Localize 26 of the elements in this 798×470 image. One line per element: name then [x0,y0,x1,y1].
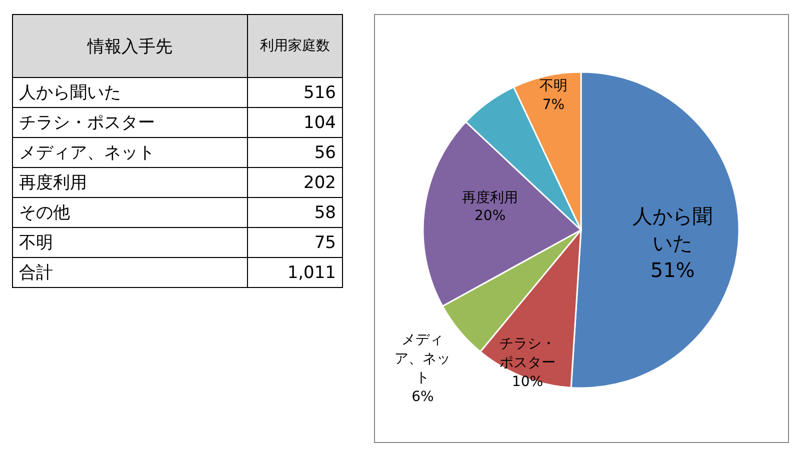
data-label: 58 [248,198,342,228]
category-label: その他 [12,198,248,228]
slice-label: 不明 [538,76,568,96]
slice-label: チラシ・ポスター [498,335,556,373]
category-label: チラシ・ポスター [12,108,248,138]
data-label: 20% [474,207,507,226]
data-label: 202 [248,168,342,198]
category-label: 再度利用 [12,168,248,198]
data-label: 7% [541,96,566,114]
data-label: 104 [248,108,342,138]
data-label: 516 [248,78,342,108]
text: 1,011 [248,258,342,288]
slice-label: メディア、ネット [394,330,452,388]
slice-label: 人から聞いた [632,202,714,257]
slice-label: 再度利用 [462,188,518,208]
data-label: 56 [248,138,342,168]
category-label: 不明 [12,228,248,258]
text: 利用家庭数 [248,14,342,78]
data-label: 75 [248,228,342,258]
data-label: 6% [410,388,435,406]
text: 情報入手先 [12,14,248,78]
data-label: 10% [510,372,544,392]
category-label: メディア、ネット [12,138,248,168]
category-label: 人から聞いた [12,78,248,108]
text: 合計 [12,258,248,288]
data-label: 51% [649,256,696,284]
